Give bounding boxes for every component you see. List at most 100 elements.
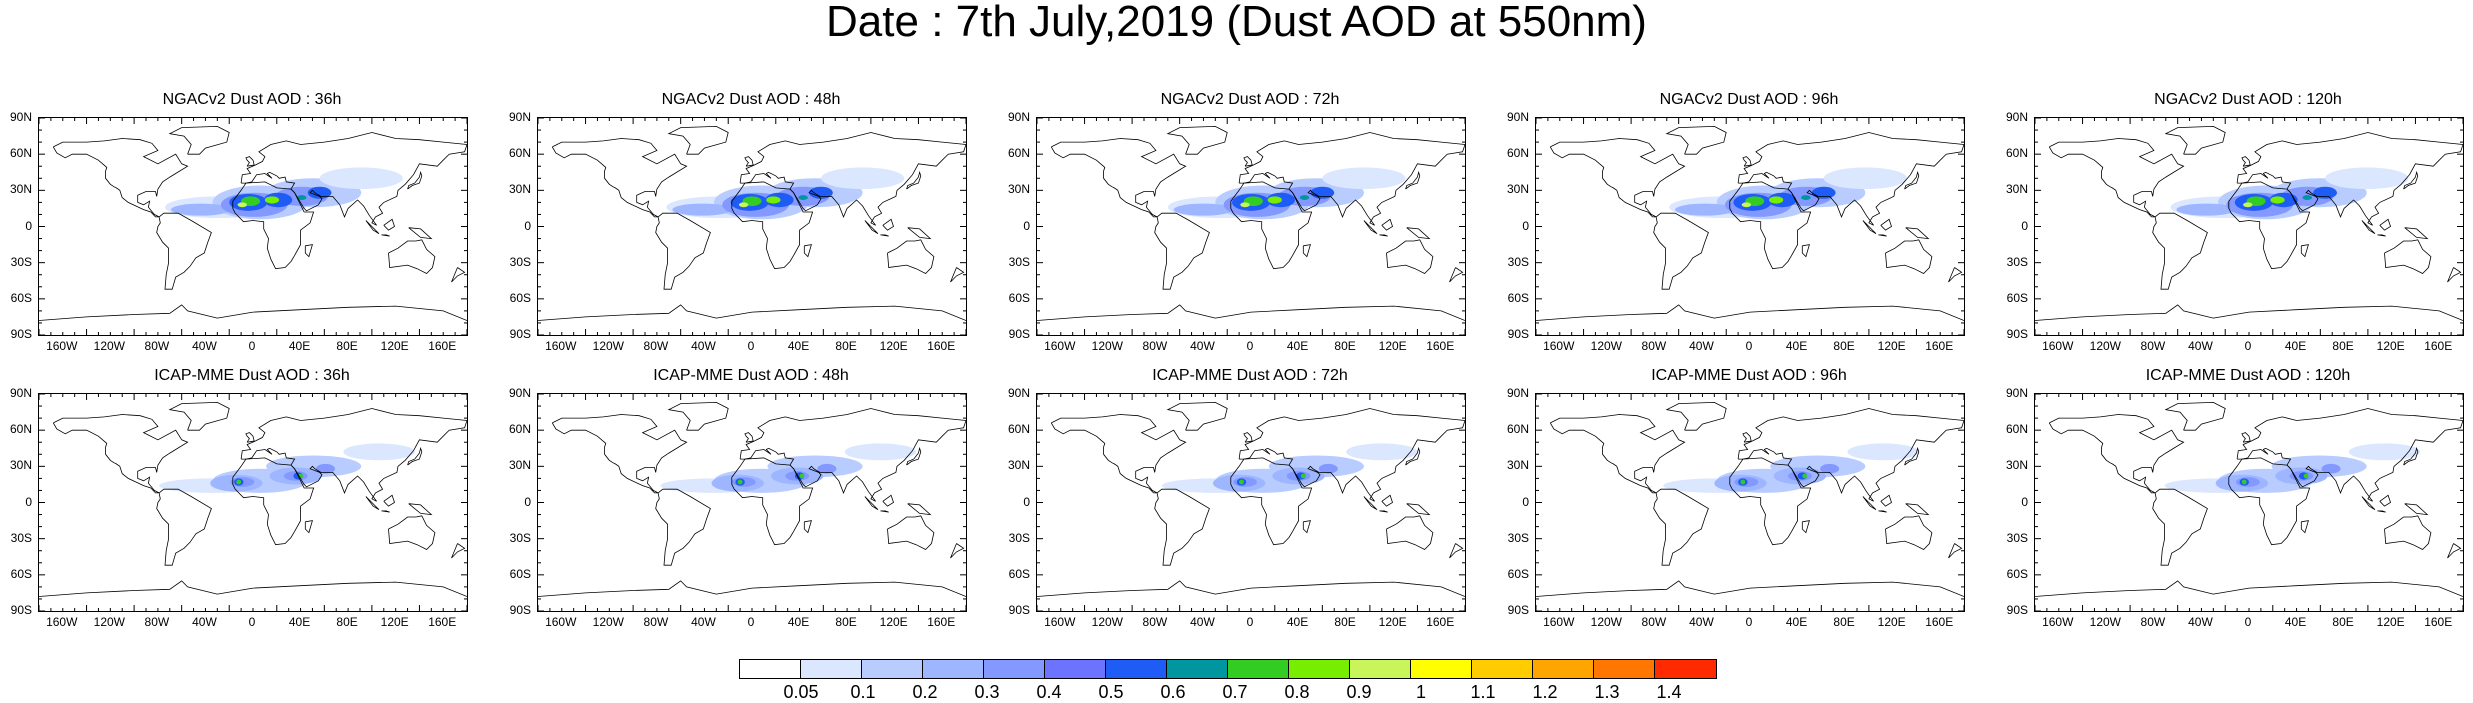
lon-tick-label: 120E	[2376, 339, 2405, 353]
lon-tick-label: 120E	[380, 339, 409, 353]
lat-tick-label: 90S	[2006, 327, 2028, 341]
lon-tick-label: 160W	[1044, 615, 1076, 629]
lat-tick-label: 60N	[1506, 146, 1529, 161]
coastline	[1742, 432, 1752, 443]
lat-tick-label: 60S	[10, 566, 32, 581]
coastline	[1379, 510, 1388, 513]
map-panel: NGACv2 Dust AOD : 72h 90N 60N 30N 0 30S 60S 90S…	[998, 91, 1506, 358]
lon-tick-label: 120E	[1877, 615, 1906, 629]
coastline	[2384, 515, 2432, 550]
lon-tick-label: 0	[747, 339, 755, 353]
panel-title: NGACv2 Dust AOD : 36h	[162, 91, 342, 108]
lat-tick-label: 90N	[1506, 386, 1529, 400]
dust-region	[1173, 203, 1234, 216]
lat-tick-label: 90N	[9, 386, 32, 400]
lon-tick-label: 40E	[2284, 615, 2307, 629]
coastline	[1665, 401, 1727, 431]
colorbar-label: 0.05	[783, 682, 819, 702]
dust-aod-shading	[666, 167, 905, 220]
coastline	[245, 156, 255, 167]
coastline	[744, 432, 754, 443]
map-frame	[1036, 393, 1466, 612]
lon-tick-label: 120W	[1590, 615, 1622, 629]
lat-tick-label: 30N	[9, 458, 32, 473]
lon-tick-label: 40W	[192, 339, 217, 353]
lon-tick-label: 40W	[1190, 339, 1215, 353]
coastline	[365, 496, 380, 511]
map-panel: ICAP-MME Dust AOD : 48h 90N 60N 30N 0 30S 60S 9…	[499, 367, 1007, 634]
coastline	[383, 494, 395, 507]
dust-region	[737, 479, 743, 485]
colorbar-swatch	[1594, 660, 1655, 678]
coastline	[1885, 239, 1933, 274]
colorbar-swatch	[1045, 660, 1106, 678]
coastline	[2048, 414, 2185, 494]
lat-tick-label: 90N	[1007, 386, 1030, 400]
lon-tick-label: 0	[1246, 339, 1254, 353]
lat-tick-label: 60N	[2005, 422, 2028, 437]
lon-tick-label: 40W	[691, 339, 716, 353]
lon-tick-label: 40E	[787, 615, 810, 629]
map-panel: NGACv2 Dust AOD : 36h 90N 60N 30N 0 30S 60S 90S…	[0, 91, 508, 358]
dust-region	[2325, 167, 2409, 190]
world-map	[1037, 118, 1465, 335]
lon-tick-label: 0	[1246, 615, 1254, 629]
coastline	[2404, 227, 2429, 240]
coastline	[1386, 515, 1434, 550]
lat-tick-label: 90S	[2006, 603, 2028, 617]
coastline	[887, 239, 935, 274]
coastline	[2300, 244, 2309, 258]
dust-region	[316, 463, 336, 474]
lat-tick-label: 30S	[1507, 530, 1529, 545]
coastline	[731, 181, 814, 270]
coastlines	[538, 401, 966, 597]
map-panel: NGACv2 Dust AOD : 96h 90N 60N 30N 0 30S 60S 90S…	[1497, 91, 2005, 358]
coastlines	[39, 125, 467, 321]
lon-tick-label: 80W	[1142, 339, 1168, 353]
coastline	[1536, 580, 1964, 597]
colorbar-label: 0.3	[974, 682, 1000, 702]
lon-tick-label: 80W	[1142, 615, 1168, 629]
coastline	[1381, 218, 1393, 231]
map-panel: NGACv2 Dust AOD : 120h 90N 60N 30N 0 30S 60S 90…	[1996, 91, 2473, 358]
colorbar-label: 0.1	[850, 682, 876, 702]
dust-region	[2321, 463, 2341, 474]
lon-tick-label: 120W	[592, 615, 624, 629]
coastline	[388, 515, 436, 550]
coastline	[2300, 520, 2309, 534]
coastline	[1406, 503, 1431, 516]
colorbar-swatch	[862, 660, 923, 678]
lat-tick-label: 60S	[509, 566, 531, 581]
coastline	[2377, 510, 2386, 513]
lon-tick-label: 80E	[1833, 339, 1855, 353]
dust-region	[1820, 463, 1840, 474]
coastline	[2447, 543, 2462, 559]
coastline	[1905, 503, 1930, 516]
colorbar-swatch	[1350, 660, 1411, 678]
coastline	[388, 239, 436, 274]
coastline	[381, 510, 390, 513]
coastline	[1238, 132, 1465, 226]
lon-tick-label: 160W	[545, 339, 577, 353]
coastline	[1166, 125, 1228, 155]
lat-tick-label: 30N	[508, 182, 531, 197]
coastline	[1549, 414, 1686, 494]
lon-tick-label: 120W	[2089, 339, 2121, 353]
coastline	[880, 510, 889, 513]
axis-ticks	[39, 394, 467, 611]
map-panel: ICAP-MME Dust AOD : 72h 90N 60N 30N 0 30S 60S 9…	[998, 367, 1506, 634]
coastline	[551, 414, 688, 494]
lon-tick-label: 80E	[835, 339, 857, 353]
dust-region	[844, 443, 917, 461]
colorbar-swatch	[1472, 660, 1533, 678]
lon-tick-label: 40E	[1785, 615, 1808, 629]
lon-tick-label: 80E	[336, 615, 358, 629]
lat-tick-label: 30S	[509, 254, 531, 269]
dust-region	[672, 203, 732, 216]
map-frame	[1535, 393, 1965, 612]
axis-ticks	[1037, 394, 1465, 611]
coastline	[1742, 156, 1752, 167]
lon-tick-label: 160W	[2042, 615, 2074, 629]
lon-tick-label: 160E	[1426, 339, 1455, 353]
coastline	[803, 520, 812, 534]
